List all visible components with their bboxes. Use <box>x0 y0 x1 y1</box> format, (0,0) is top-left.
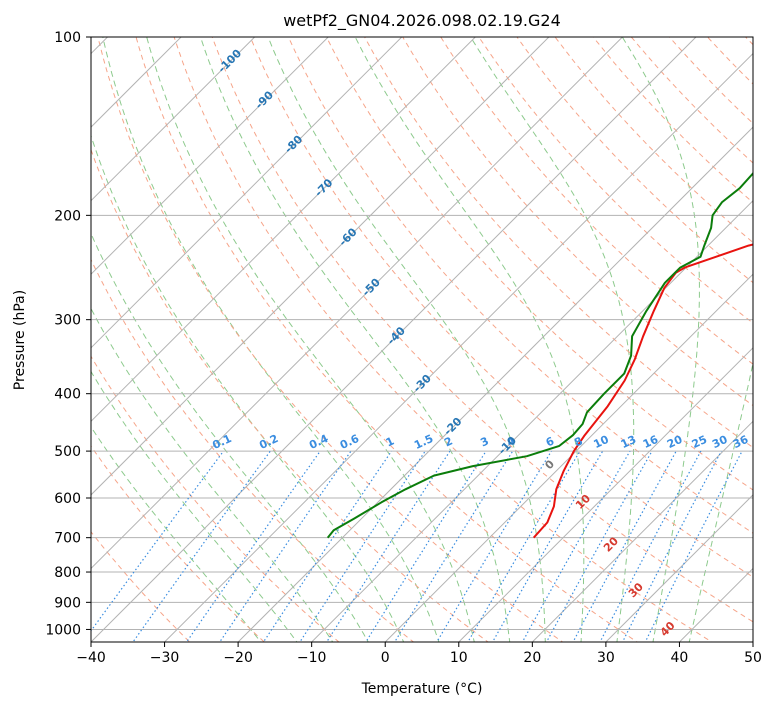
isotherm-line <box>373 24 775 654</box>
y-tick-label: 400 <box>54 387 81 403</box>
dry-adiabat <box>696 24 775 654</box>
dry-adiabat <box>733 24 775 654</box>
dry-adiabat <box>545 24 775 654</box>
mixing-ratio-line <box>388 451 513 654</box>
dry-adiabat <box>433 24 775 654</box>
mixing-ratio-label: 10 <box>592 433 612 451</box>
x-tick-label: 10 <box>450 650 468 666</box>
x-tick-label: −40 <box>76 650 106 666</box>
moist-adiabat <box>687 37 775 654</box>
mixing-ratio-label: 25 <box>690 433 709 451</box>
mixing-ratio-label: 13 <box>619 433 638 451</box>
wetbulb-label: 10 <box>573 492 593 512</box>
mixing-ratio-label: 20 <box>665 433 685 451</box>
x-tick-label: 0 <box>381 650 390 666</box>
moist-adiabat <box>147 37 477 654</box>
x-tick-label: 30 <box>597 650 615 666</box>
moist-adiabat <box>0 37 306 654</box>
dry-adiabat <box>621 24 775 654</box>
mixing-ratio-label: 1 <box>384 434 396 449</box>
pressure-gridlines <box>91 37 753 629</box>
mixing-ratio-line <box>640 451 743 654</box>
wetbulb-label: 0 <box>542 457 557 472</box>
mixing-ratio-line <box>292 451 425 654</box>
isotherm-line <box>153 24 775 654</box>
mixing-ratio-lines <box>74 451 742 654</box>
y-axis-label: Pressure (hPa) <box>12 290 28 390</box>
x-tick-label: −30 <box>150 650 180 666</box>
dry-adiabat <box>283 24 775 654</box>
mixing-ratio-line <box>430 451 552 654</box>
dry-adiabat <box>358 24 775 654</box>
y-tick-label: 100 <box>54 30 81 46</box>
moist-adiabat <box>66 37 409 654</box>
mixing-ratio-line <box>540 451 652 654</box>
isotherm-label: -100 <box>215 47 244 76</box>
dry-adiabat <box>0 24 277 654</box>
x-tick-label: 20 <box>523 650 541 666</box>
dry-adiabat <box>20 24 429 654</box>
moist-adiabat <box>201 37 512 654</box>
y-tick-label: 1000 <box>45 622 81 638</box>
dry-adiabat <box>57 24 504 654</box>
wetbulb-label: 30 <box>626 580 646 600</box>
isotherm-line <box>300 24 775 654</box>
mixing-ratio-label: 0.4 <box>307 432 330 452</box>
y-tick-label: 200 <box>54 208 81 224</box>
temperature-profile <box>534 37 775 538</box>
mixing-ratio-line <box>319 451 450 654</box>
y-tick-label: 800 <box>54 565 81 581</box>
isotherm-line <box>0 24 415 654</box>
x-tick-label: 50 <box>744 650 762 666</box>
dry-adiabat <box>170 24 731 654</box>
wetbulb-label: 40 <box>658 619 678 639</box>
chart-title: wetPf2_GN04.2026.098.02.19.G24 <box>283 11 561 31</box>
dry-adiabat <box>245 24 775 654</box>
moist-adiabat <box>6 37 340 654</box>
x-tick-label: −20 <box>223 650 253 666</box>
dry-adiabat <box>583 24 775 654</box>
dry-adiabat <box>0 24 202 654</box>
mixing-ratio-line <box>74 451 223 654</box>
isotherm-line <box>0 24 341 654</box>
isotherm-line <box>0 24 489 654</box>
mixing-ratio-label: 3 <box>478 434 490 449</box>
y-tick-label: 700 <box>54 531 81 547</box>
y-tick-label: 300 <box>54 313 81 329</box>
isotherm-line <box>226 24 775 654</box>
isotherm-label: -80 <box>282 132 305 155</box>
moist-adiabat <box>355 37 584 654</box>
isotherm-label: -40 <box>385 324 408 347</box>
isotherm-line <box>667 24 775 654</box>
x-axis-label: Temperature (°C) <box>361 681 483 697</box>
y-tick-label: 500 <box>54 444 81 460</box>
isotherm-label: -30 <box>411 372 434 395</box>
isotherm-line <box>0 24 194 654</box>
dry-adiabat <box>0 24 353 654</box>
mixing-ratio-line <box>461 451 580 654</box>
mixing-ratio-line <box>256 451 392 654</box>
y-tick-label: 600 <box>54 491 81 507</box>
mixing-ratio-line <box>125 451 271 654</box>
x-tick-label: −10 <box>297 650 327 666</box>
x-tick-label: 40 <box>671 650 689 666</box>
isotherm-label: -50 <box>360 276 383 299</box>
mixing-ratio-label: 16 <box>641 433 661 451</box>
dry-adiabat <box>771 24 775 654</box>
moist-adiabat <box>0 37 271 654</box>
dry-adiabat <box>208 24 775 654</box>
isotherm-line <box>741 24 775 654</box>
dry-adiabat <box>395 24 775 654</box>
moist-adiabat <box>34 37 374 654</box>
y-tick-label: 900 <box>54 595 81 611</box>
mixing-ratio-label: 30 <box>710 433 730 451</box>
isotherm-line <box>520 24 775 654</box>
isotherm-line <box>0 24 562 654</box>
dry-adiabat <box>658 24 775 654</box>
